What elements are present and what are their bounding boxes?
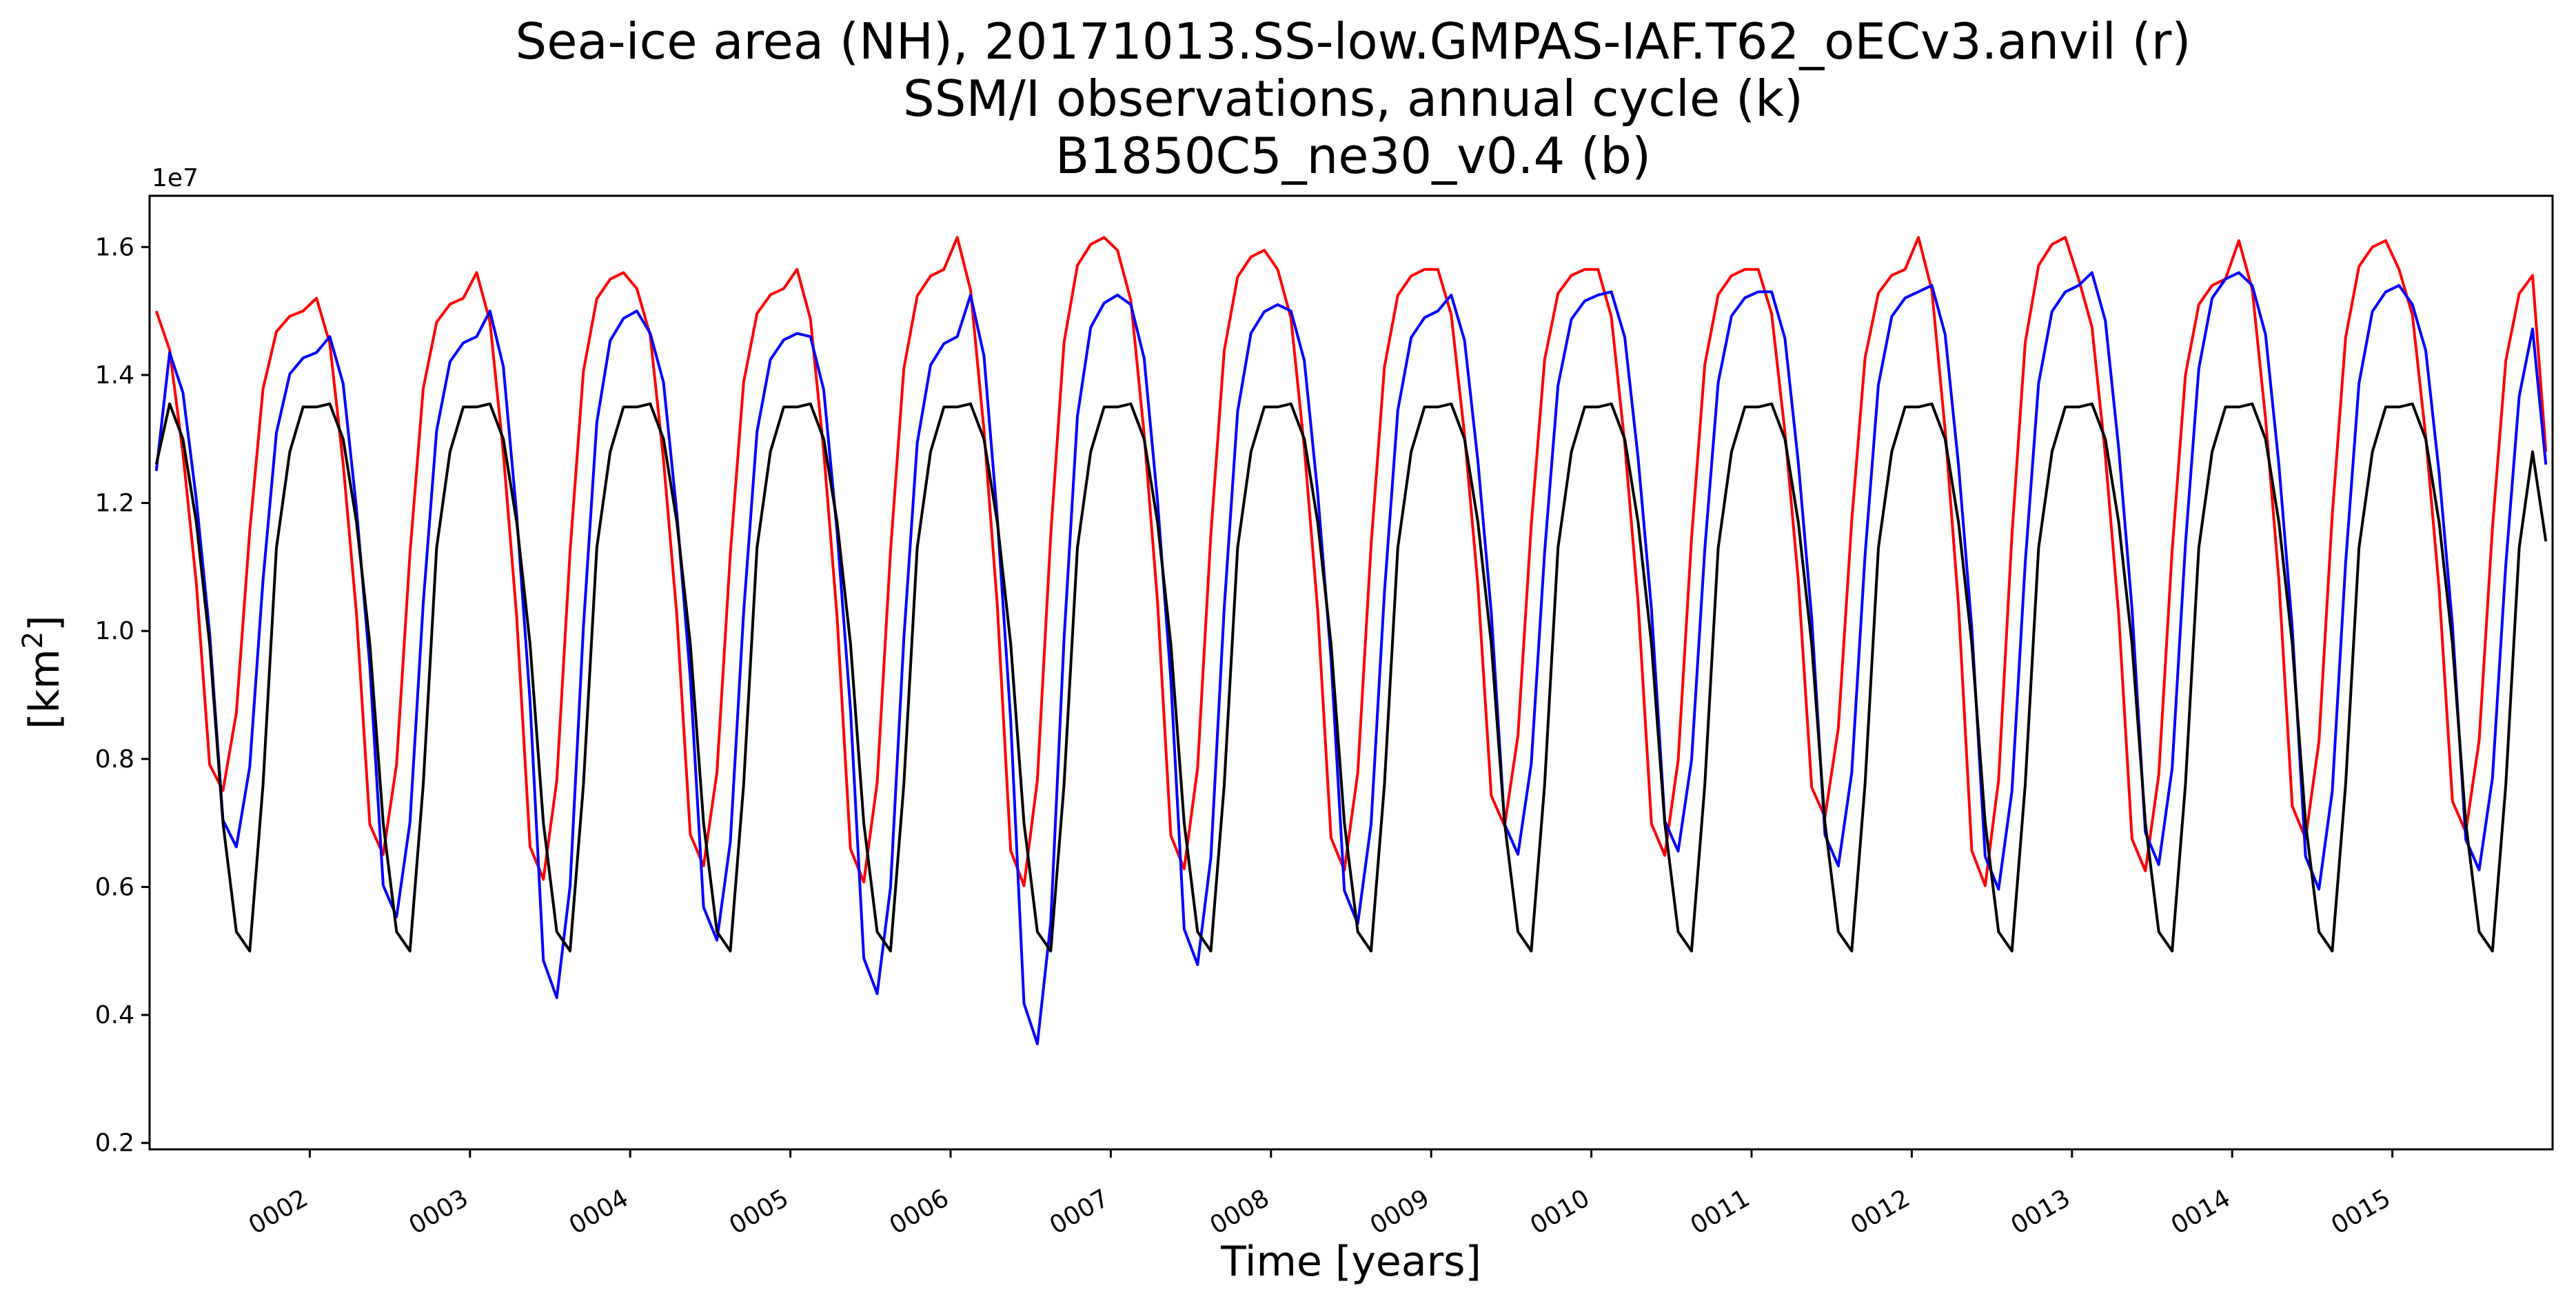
title-line-1: Sea-ice area (NH), 20171013.SS-low.GMPAS… [516, 12, 2191, 70]
y-tick-label: 1.2 [95, 490, 134, 518]
y-tick-label: 0.2 [95, 1129, 134, 1158]
y-axis-ticks: 0.2 0.4 0.6 0.8 1.0 1.2 1.4 1.6 [95, 233, 150, 1158]
y-axis-label-superscript: 2 [17, 632, 49, 649]
series-line-r [154, 236, 2548, 887]
y-axis-label-base: [km [21, 649, 69, 729]
y-tick-label: 1.0 [95, 617, 134, 645]
y-tick-label: 0.8 [95, 745, 134, 774]
y-tick-label: 1.6 [95, 233, 134, 261]
y-tick-label: 0.4 [95, 1001, 134, 1029]
title-line-3: B1850C5_ne30_v0.4 (b) [1055, 127, 1651, 185]
y-tick-label: 0.6 [95, 873, 134, 901]
y-axis-label: [km2] [17, 615, 69, 729]
chart-title: Sea-ice area (NH), 20171013.SS-low.GMPAS… [516, 12, 2191, 185]
y-axis-label-end: ] [21, 615, 69, 631]
x-axis-label: Time [years] [1220, 1238, 1481, 1286]
series-line-k [154, 402, 2548, 953]
plot-frame [148, 194, 2554, 1151]
series-lines [154, 236, 2548, 1045]
y-tick-label: 1.4 [95, 361, 134, 390]
y-axis-offset-label: 1e7 [152, 164, 199, 192]
title-line-2: SSM/I observations, annual cycle (k) [903, 70, 1803, 128]
